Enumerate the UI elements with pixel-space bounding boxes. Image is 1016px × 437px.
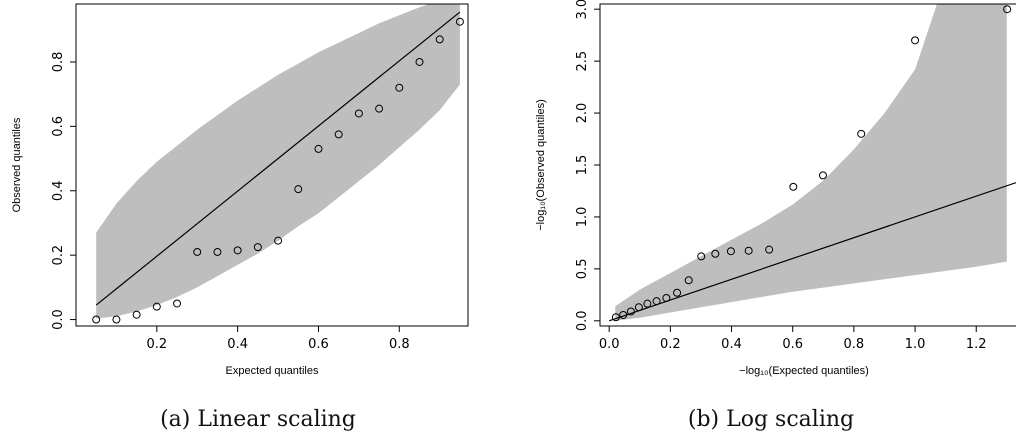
data-point xyxy=(634,303,643,312)
data-point xyxy=(395,83,404,92)
x-tick-label: 0.4 xyxy=(721,337,742,352)
data-point xyxy=(375,104,384,113)
x-axis-label: −log₁₀(Expected quantiles) xyxy=(739,365,869,377)
x-tick-label: 0.8 xyxy=(844,337,865,352)
data-point xyxy=(92,315,101,324)
data-point xyxy=(354,109,363,118)
y-axis-label: Observed quantiles xyxy=(11,117,23,212)
data-point xyxy=(857,129,866,138)
data-point xyxy=(619,310,628,319)
data-point xyxy=(274,236,283,245)
data-point xyxy=(789,182,798,191)
data-point xyxy=(152,302,161,311)
data-point xyxy=(314,144,323,153)
data-point xyxy=(652,297,661,306)
plot-frame xyxy=(75,3,469,327)
x-axis-label: Expected quantiles xyxy=(226,365,319,377)
x-tick-label: 0.2 xyxy=(146,337,167,352)
data-point xyxy=(911,36,920,45)
data-point xyxy=(1003,5,1012,14)
data-point xyxy=(253,243,262,252)
data-point xyxy=(435,35,444,44)
data-point xyxy=(455,17,464,26)
y-tick-label: 0.0 xyxy=(575,310,590,331)
data-point xyxy=(765,245,774,254)
x-tick-label: 1.0 xyxy=(905,337,926,352)
data-point xyxy=(173,299,182,308)
y-tick-label: 0.4 xyxy=(51,180,66,201)
data-point xyxy=(697,252,706,261)
reference-line xyxy=(95,11,461,306)
y-tick-label: 0.0 xyxy=(51,309,66,330)
x-tick-label: 1.2 xyxy=(966,337,987,352)
data-point xyxy=(233,246,242,255)
x-tick-label: 0.2 xyxy=(660,337,681,352)
data-point xyxy=(662,293,671,302)
y-tick-label: 2.5 xyxy=(575,51,590,72)
y-tick-label: 1.0 xyxy=(575,207,590,228)
data-point xyxy=(684,276,693,285)
panel-log-scaling: 0.0 0.2 0.4 0.6 0.8 1.0 1.2 0.0 0.5 1.0 1.5 2.0 2.5 3… xyxy=(535,0,1016,377)
y-axis-label: −log₁₀(Observed quantiles) xyxy=(535,99,547,230)
y-tick-label: 2.0 xyxy=(575,103,590,124)
data-point xyxy=(193,247,202,256)
x-tick-label: 0.0 xyxy=(599,337,620,352)
data-point xyxy=(611,313,620,322)
data-point xyxy=(294,185,303,194)
x-tick-label: 0.6 xyxy=(308,337,329,352)
data-point xyxy=(744,246,753,255)
plot-area xyxy=(92,4,464,324)
data-point xyxy=(112,315,121,324)
x-tick-label: 0.8 xyxy=(389,337,410,352)
y-tick-label: 0.6 xyxy=(51,116,66,137)
plot-area xyxy=(608,4,1016,322)
y-tick-label: 0.8 xyxy=(51,52,66,73)
y-tick-label: 0.5 xyxy=(575,259,590,280)
x-tick-label: 0.4 xyxy=(227,337,248,352)
panel-linear-scaling: 0.2 0.4 0.6 0.8 0.0 0.2 0.4 0.6 0.8 Expected quan… xyxy=(11,3,469,377)
data-point xyxy=(334,130,343,139)
confidence-band xyxy=(615,4,1007,321)
y-tick-label: 0.2 xyxy=(51,245,66,266)
y-tick-label: 1.5 xyxy=(575,155,590,176)
confidence-band xyxy=(96,4,460,319)
caption-log-scaling: (b) Log scaling xyxy=(687,407,855,432)
data-point xyxy=(711,249,720,258)
y-tick-label: 3.0 xyxy=(575,0,590,20)
x-tick-label: 0.6 xyxy=(782,337,803,352)
data-point xyxy=(643,299,652,308)
data-point xyxy=(673,288,682,297)
data-point xyxy=(415,57,424,66)
data-point xyxy=(132,310,141,319)
data-point xyxy=(818,171,827,180)
reference-line xyxy=(608,182,1016,322)
data-point xyxy=(213,247,222,256)
data-point xyxy=(626,307,635,316)
caption-linear-scaling: (a) Linear scaling xyxy=(160,407,356,432)
data-point xyxy=(726,247,735,256)
